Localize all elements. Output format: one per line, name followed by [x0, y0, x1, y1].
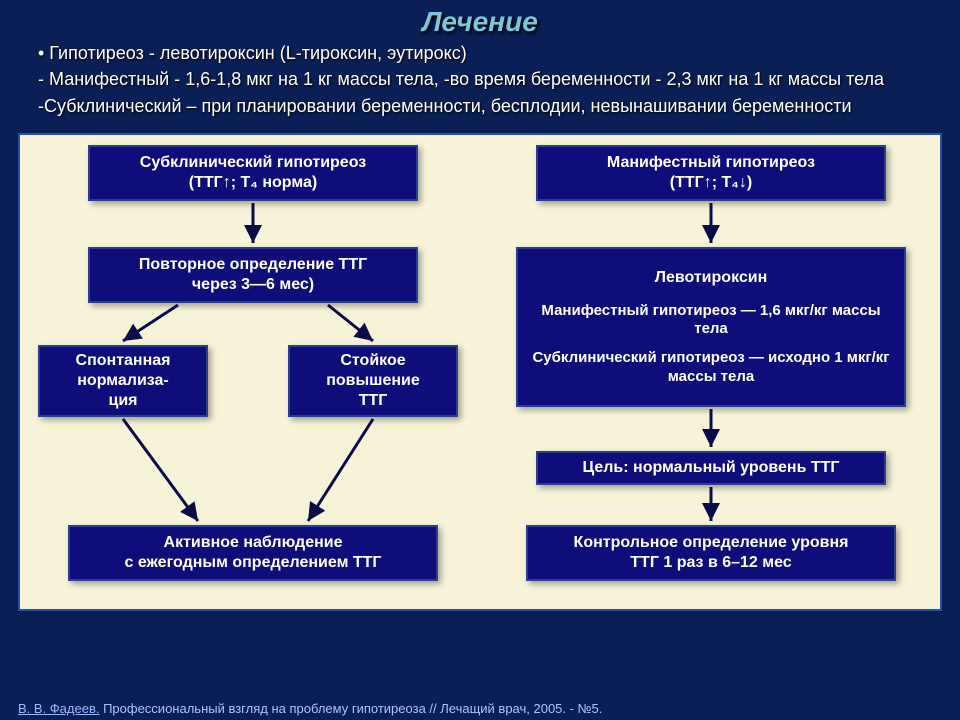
right-node-4: Контрольное определение уровня ТТГ 1 раз… — [526, 525, 896, 581]
left-node-1-line1: Субклинический гипотиреоз — [98, 153, 408, 173]
right-node-4-line1: Контрольное определение уровня — [536, 533, 886, 553]
left-node-2-line1: Повторное определение ТТГ — [98, 255, 408, 275]
left-node-4-line2: с ежегодным определением ТТГ — [78, 553, 428, 573]
right-node-2-line1: Левотироксин — [526, 268, 896, 288]
bullet-2: - Манифестный - 1,6-1,8 мкг на 1 кг масс… — [20, 68, 940, 91]
left-node-4-line1: Активное наблюдение — [78, 533, 428, 553]
flowchart-left-col: Субклинический гипотиреоз (ТТГ↑; Т₄ норм… — [28, 145, 474, 591]
flowchart-panel: Субклинический гипотиреоз (ТТГ↑; Т₄ норм… — [18, 133, 942, 611]
bullet-1: • Гипотиреоз - левотироксин (L-тироксин,… — [20, 42, 940, 65]
left-node-3a: Спонтанная нормализа- ция — [38, 345, 208, 417]
citation-rest: Профессиональный взгляд на проблему гипо… — [99, 701, 602, 716]
left-node-3a-line3: ция — [48, 391, 198, 411]
left-node-1: Субклинический гипотиреоз (ТТГ↑; Т₄ норм… — [88, 145, 418, 201]
left-node-3a-line2: нормализа- — [48, 371, 198, 391]
slide-title: Лечение — [0, 0, 960, 40]
left-node-3a-line1: Спонтанная — [48, 351, 198, 371]
right-node-4-line2: ТТГ 1 раз в 6–12 мес — [536, 553, 886, 573]
right-node-1-line1: Манифестный гипотиреоз — [546, 153, 876, 173]
left-node-3b-line2: повышение — [298, 371, 448, 391]
left-node-1-line2: (ТТГ↑; Т₄ норма) — [98, 173, 408, 193]
left-node-2-line2: через 3—6 мес) — [98, 275, 408, 295]
bullet-3: -Субклинический – при планировании берем… — [20, 95, 940, 118]
left-node-3b-line3: ТТГ — [298, 391, 448, 411]
citation-author: В. В. Фадеев. — [18, 701, 99, 716]
right-node-2-line2: Манифестный гипотиреоз — 1,6 мкг/кг масс… — [526, 302, 896, 340]
left-node-4: Активное наблюдение с ежегодным определе… — [68, 525, 438, 581]
bullet-list: • Гипотиреоз - левотироксин (L-тироксин,… — [0, 40, 960, 127]
left-node-3b: Стойкое повышение ТТГ — [288, 345, 458, 417]
citation: В. В. Фадеев. Профессиональный взгляд на… — [18, 701, 602, 716]
right-node-1-line2: (ТТГ↑; Т₄↓) — [546, 173, 876, 193]
right-node-3-line1: Цель: нормальный уровень ТТГ — [546, 458, 876, 478]
right-node-2-line3: Субклинический гипотиреоз — исходно 1 мк… — [526, 349, 896, 387]
right-node-3: Цель: нормальный уровень ТТГ — [536, 451, 886, 485]
left-node-3b-line1: Стойкое — [298, 351, 448, 371]
flowchart-right-col: Манифестный гипотиреоз (ТТГ↑; Т₄↓) Левот… — [486, 145, 932, 591]
left-node-2: Повторное определение ТТГ через 3—6 мес) — [88, 247, 418, 303]
right-node-2: Левотироксин Манифестный гипотиреоз — 1,… — [516, 247, 906, 407]
right-node-1: Манифестный гипотиреоз (ТТГ↑; Т₄↓) — [536, 145, 886, 201]
